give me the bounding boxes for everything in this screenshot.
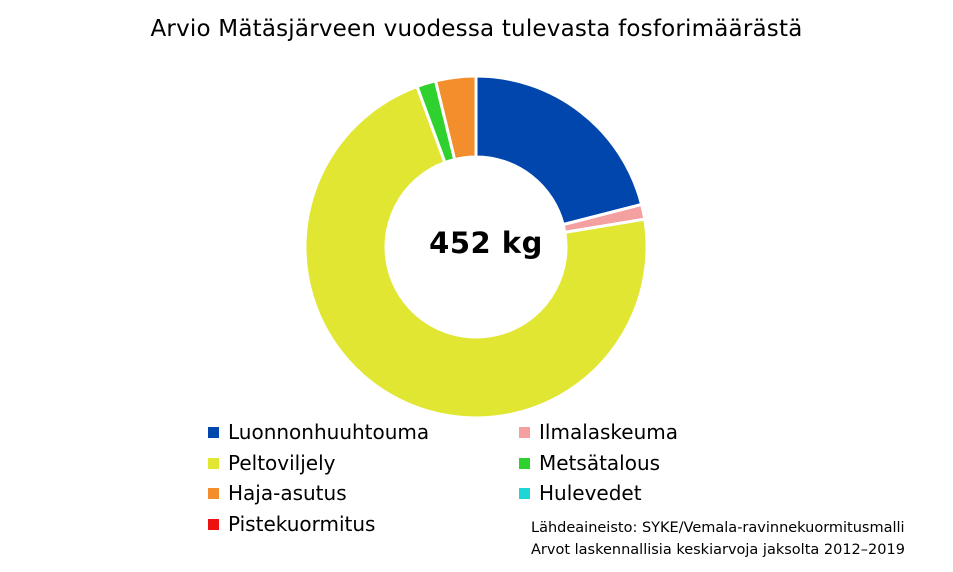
source-line: Lähdeaineisto: SYKE/Vemala-ravinnekuormi… <box>531 520 905 536</box>
legend-swatch <box>519 457 530 469</box>
legend-item: Luonnonhuuhtouma <box>208 418 429 446</box>
source-note: Lähdeaineisto: SYKE/Vemala-ravinnekuormi… <box>531 517 905 561</box>
legend-label: Ilmalaskeuma <box>539 420 679 444</box>
legend-item: Haja-asutus <box>208 479 347 507</box>
legend-swatch <box>208 518 219 530</box>
legend-item: Metsätalous <box>519 449 660 477</box>
legend-swatch <box>208 457 219 469</box>
donut-slice-haja-asutus <box>433 74 478 162</box>
center-total-label: 452 kg <box>429 226 543 260</box>
legend-label: Luonnonhuuhtouma <box>228 420 430 444</box>
donut-slice-luonnonhuuhtouma <box>474 74 644 227</box>
legend-label: Pistekuormitus <box>228 512 376 536</box>
legend-label: Metsätalous <box>539 451 661 475</box>
legend-swatch <box>208 487 219 499</box>
chart-title: Arvio Mätäsjärveen vuodessa tulevasta fo… <box>150 16 803 42</box>
donut-slice-peltoviljely <box>303 84 649 420</box>
legend-item: Ilmalaskeuma <box>519 418 678 446</box>
legend-item: Peltoviljely <box>208 449 336 477</box>
legend-label: Hulevedet <box>539 481 642 505</box>
legend-swatch <box>519 426 530 438</box>
source-line: Arvot laskennallisia keskiarvoja jaksolt… <box>531 542 905 558</box>
legend-item: Hulevedet <box>519 479 642 507</box>
legend-label: Haja-asutus <box>228 481 347 505</box>
legend-label: Peltoviljely <box>228 451 336 475</box>
legend-item: Pistekuormitus <box>208 510 375 538</box>
legend-swatch <box>208 426 219 438</box>
legend-swatch <box>519 487 530 499</box>
